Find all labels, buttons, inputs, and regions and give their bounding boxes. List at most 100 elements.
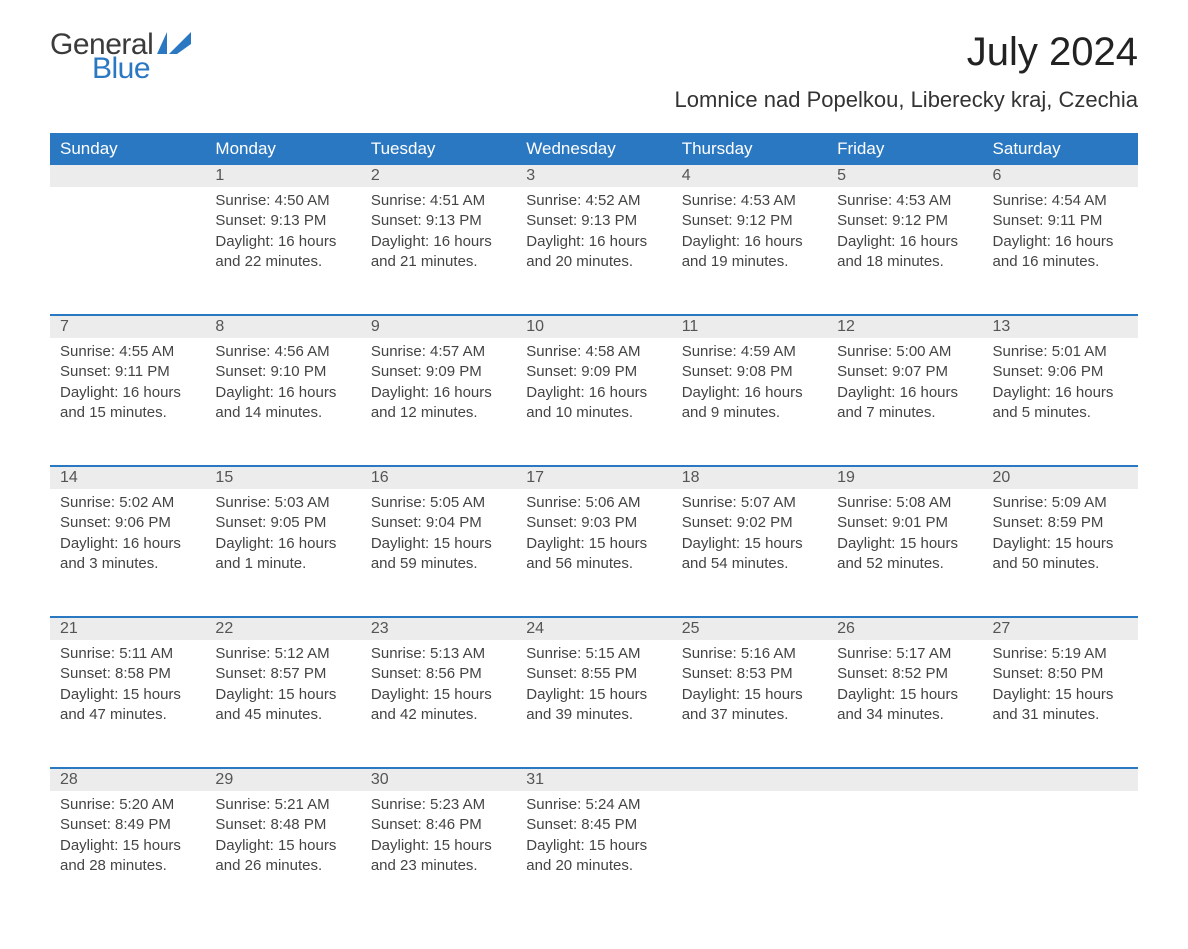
daylight-text: and 7 minutes. <box>837 403 972 423</box>
day-cell: Sunrise: 4:53 AMSunset: 9:12 PMDaylight:… <box>827 187 982 315</box>
weekday-header: Tuesday <box>361 133 516 165</box>
sunrise-text: Sunrise: 5:07 AM <box>682 493 817 513</box>
sunrise-text: Sunrise: 4:53 AM <box>682 191 817 211</box>
daylight-text: Daylight: 15 hours <box>60 836 195 856</box>
sunrise-text: Sunrise: 5:16 AM <box>682 644 817 664</box>
daylight-text: Daylight: 16 hours <box>837 383 972 403</box>
day-number: 21 <box>50 617 205 640</box>
day-cell: Sunrise: 5:03 AMSunset: 9:05 PMDaylight:… <box>205 489 360 617</box>
day-number: 10 <box>516 315 671 338</box>
daylight-text: and 54 minutes. <box>682 554 817 574</box>
sunset-text: Sunset: 8:56 PM <box>371 664 506 684</box>
daylight-text: Daylight: 15 hours <box>682 534 817 554</box>
day-number: 6 <box>983 165 1138 187</box>
sunrise-text: Sunrise: 5:23 AM <box>371 795 506 815</box>
sunset-text: Sunset: 9:06 PM <box>60 513 195 533</box>
weekday-header: Wednesday <box>516 133 671 165</box>
sunrise-text: Sunrise: 4:58 AM <box>526 342 661 362</box>
day-cell: Sunrise: 5:23 AMSunset: 8:46 PMDaylight:… <box>361 791 516 919</box>
day-cell: Sunrise: 5:21 AMSunset: 8:48 PMDaylight:… <box>205 791 360 919</box>
day-cell: Sunrise: 5:17 AMSunset: 8:52 PMDaylight:… <box>827 640 982 768</box>
daynum-row: 78910111213 <box>50 315 1138 338</box>
title-block: July 2024 Lomnice nad Popelkou, Libereck… <box>675 30 1138 113</box>
sunrise-text: Sunrise: 4:50 AM <box>215 191 350 211</box>
daynum-row: 123456 <box>50 165 1138 187</box>
daylight-text: Daylight: 15 hours <box>682 685 817 705</box>
logo: General Blue <box>50 30 191 84</box>
daylight-text: and 59 minutes. <box>371 554 506 574</box>
day-number: 25 <box>672 617 827 640</box>
day-number: 28 <box>50 768 205 791</box>
day-cell: Sunrise: 4:52 AMSunset: 9:13 PMDaylight:… <box>516 187 671 315</box>
daylight-text: and 12 minutes. <box>371 403 506 423</box>
daylight-text: and 50 minutes. <box>993 554 1128 574</box>
daylight-text: and 20 minutes. <box>526 856 661 876</box>
day-number: 31 <box>516 768 671 791</box>
day-number <box>672 768 827 791</box>
sunset-text: Sunset: 8:58 PM <box>60 664 195 684</box>
day-number: 2 <box>361 165 516 187</box>
day-number: 17 <box>516 466 671 489</box>
day-cell: Sunrise: 4:55 AMSunset: 9:11 PMDaylight:… <box>50 338 205 466</box>
daylight-text: Daylight: 15 hours <box>371 685 506 705</box>
sunrise-text: Sunrise: 4:59 AM <box>682 342 817 362</box>
day-number: 23 <box>361 617 516 640</box>
sunrise-text: Sunrise: 5:12 AM <box>215 644 350 664</box>
calendar-head: SundayMondayTuesdayWednesdayThursdayFrid… <box>50 133 1138 165</box>
day-cell: Sunrise: 5:15 AMSunset: 8:55 PMDaylight:… <box>516 640 671 768</box>
day-number: 8 <box>205 315 360 338</box>
daylight-text: and 10 minutes. <box>526 403 661 423</box>
sunset-text: Sunset: 8:45 PM <box>526 815 661 835</box>
sunset-text: Sunset: 9:13 PM <box>215 211 350 231</box>
day-number: 15 <box>205 466 360 489</box>
logo-word-blue: Blue <box>92 54 191 84</box>
daycontent-row: Sunrise: 5:11 AMSunset: 8:58 PM Daylight:… <box>50 640 1138 768</box>
sunrise-text: Sunrise: 5:09 AM <box>993 493 1128 513</box>
day-number: 16 <box>361 466 516 489</box>
sunrise-text: Sunrise: 5:11 AM <box>60 644 195 664</box>
daylight-text: Daylight: 16 hours <box>682 383 817 403</box>
day-cell: Sunrise: 5:09 AMSunset: 8:59 PMDaylight:… <box>983 489 1138 617</box>
sunset-text: Sunset: 9:06 PM <box>993 362 1128 382</box>
daylight-text: Daylight: 15 hours <box>837 534 972 554</box>
sunset-text: Sunset: 9:10 PM <box>215 362 350 382</box>
day-number: 4 <box>672 165 827 187</box>
day-cell: Sunrise: 4:51 AMSunset: 9:13 PMDaylight:… <box>361 187 516 315</box>
daycontent-row: Sunrise: 4:50 AMSunset: 9:13 PMDaylight:… <box>50 187 1138 315</box>
sunset-text: Sunset: 9:09 PM <box>371 362 506 382</box>
daylight-text: Daylight: 15 hours <box>371 836 506 856</box>
day-number: 29 <box>205 768 360 791</box>
daylight-text: and 20 minutes. <box>526 252 661 272</box>
day-cell: Sunrise: 4:54 AMSunset: 9:11 PMDaylight:… <box>983 187 1138 315</box>
daylight-text: and 5 minutes. <box>993 403 1128 423</box>
daylight-text: and 16 minutes. <box>993 252 1128 272</box>
weekday-header: Thursday <box>672 133 827 165</box>
calendar-body: 123456Sunrise: 4:50 AMSunset: 9:13 PMDay… <box>50 165 1138 919</box>
day-number: 19 <box>827 466 982 489</box>
day-cell: Sunrise: 4:58 AMSunset: 9:09 PMDaylight:… <box>516 338 671 466</box>
sunset-text: Sunset: 9:13 PM <box>371 211 506 231</box>
day-number: 9 <box>361 315 516 338</box>
daylight-text: and 19 minutes. <box>682 252 817 272</box>
day-number: 14 <box>50 466 205 489</box>
sunset-text: Sunset: 9:04 PM <box>371 513 506 533</box>
day-number: 12 <box>827 315 982 338</box>
sunrise-text: Sunrise: 5:08 AM <box>837 493 972 513</box>
daylight-text: and 15 minutes. <box>60 403 195 423</box>
daylight-text: and 18 minutes. <box>837 252 972 272</box>
daylight-text: Daylight: 16 hours <box>993 232 1128 252</box>
sunset-text: Sunset: 9:13 PM <box>526 211 661 231</box>
daynum-row: 28293031 <box>50 768 1138 791</box>
day-number: 11 <box>672 315 827 338</box>
weekday-header: Monday <box>205 133 360 165</box>
day-cell: Sunrise: 5:13 AMSunset: 8:56 PMDaylight:… <box>361 640 516 768</box>
day-cell: Sunrise: 4:57 AMSunset: 9:09 PMDaylight:… <box>361 338 516 466</box>
sunrise-text: Sunrise: 5:13 AM <box>371 644 506 664</box>
sunrise-text: Sunrise: 5:00 AM <box>837 342 972 362</box>
day-cell: Sunrise: 5:20 AMSunset: 8:49 PMDaylight:… <box>50 791 205 919</box>
day-number: 30 <box>361 768 516 791</box>
sunset-text: Sunset: 8:52 PM <box>837 664 972 684</box>
sunrise-text: Sunrise: 5:21 AM <box>215 795 350 815</box>
daylight-text: Daylight: 16 hours <box>60 383 195 403</box>
day-number: 5 <box>827 165 982 187</box>
